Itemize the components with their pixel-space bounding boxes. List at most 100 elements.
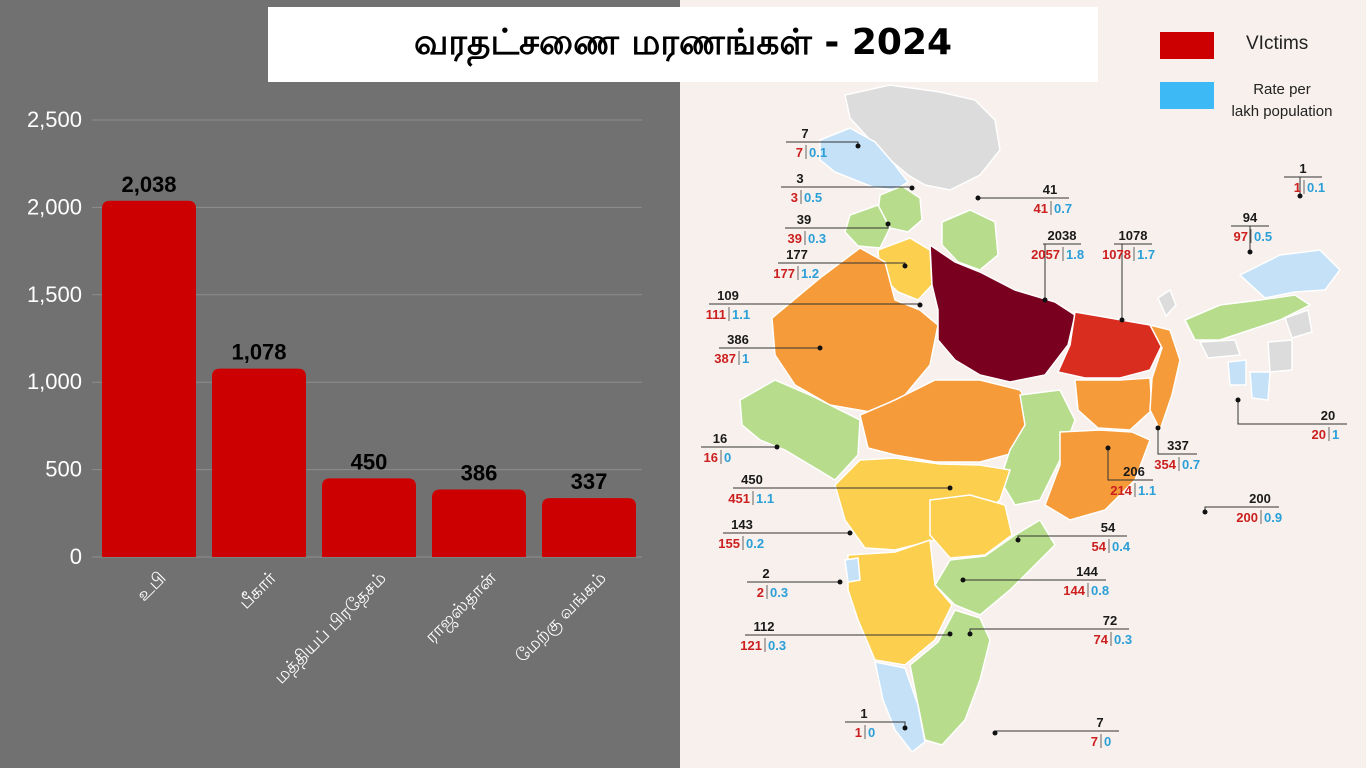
map-label-rate: 0.4 xyxy=(1112,539,1131,554)
map-label-victims: 41 xyxy=(1034,201,1048,216)
map-label-count: 1078 xyxy=(1119,228,1148,243)
leader-dot xyxy=(1015,537,1021,543)
map-label-count: 39 xyxy=(797,212,811,227)
map-label-count: 3 xyxy=(796,171,803,186)
y-tick-label: 1,500 xyxy=(27,282,82,307)
leader-dot xyxy=(1297,193,1303,199)
map-label: 7 7 0 xyxy=(992,715,1119,749)
map-label-victims: 111 xyxy=(706,307,726,322)
leader-dot xyxy=(967,631,973,637)
leader-dot xyxy=(774,444,780,450)
title-box: வரதட்சணை மரணங்கள் - 2024 xyxy=(268,7,1098,82)
map-label-count: 7 xyxy=(1096,715,1103,730)
legend-label-rate: Rate per lakh population xyxy=(1212,79,1352,123)
map-label-count: 41 xyxy=(1043,182,1057,197)
legend-swatch-victims xyxy=(1160,32,1214,59)
x-tick-label: உபி xyxy=(133,568,170,605)
map-label: 16 16 0 xyxy=(701,431,780,465)
map-label-rate: 0.3 xyxy=(1114,632,1132,647)
map-label-rate: 0.7 xyxy=(1054,201,1072,216)
page-title: வரதட்சணை மரணங்கள் - 2024 xyxy=(413,21,953,63)
leader-dot xyxy=(1119,317,1125,323)
map-label: 143 155 0.2 xyxy=(718,517,853,551)
map-label: 22 0.3 xyxy=(747,566,843,600)
map-label-victims: 2 xyxy=(757,585,764,600)
map-label-count: 7 xyxy=(801,126,808,141)
y-tick-label: 0 xyxy=(70,544,82,569)
leader-dot xyxy=(885,221,891,227)
map-region-ap xyxy=(934,518,1056,616)
map-label: 450 451 1.1 xyxy=(728,472,953,506)
map-region-jharkhand xyxy=(1074,377,1153,431)
leader-dot xyxy=(837,579,843,585)
map-label-victims: 1078 xyxy=(1102,247,1131,262)
map-label-rate: 1.1 xyxy=(1138,483,1156,498)
map-label: 144 144 0.8 xyxy=(960,564,1109,598)
map-label-count: 177 xyxy=(786,247,808,262)
map-region-chhattisgarh xyxy=(999,389,1076,506)
map-label-count: 337 xyxy=(1167,438,1189,453)
data-label: 2,038 xyxy=(121,172,176,197)
map-label-victims: 20 xyxy=(1312,427,1326,442)
leader-dot xyxy=(947,485,953,491)
map-label: 94 97 0.5 xyxy=(1231,210,1272,255)
map-label: 77 0.1 xyxy=(786,126,861,160)
map-label-rate: 0 xyxy=(1104,734,1111,749)
bar-chart: 0 500 1,000 1,500 2,000 2,500 2,038 உபி 1,078 பீக… xyxy=(27,107,642,689)
map-label-count: 94 xyxy=(1243,210,1258,225)
x-tick-label: மேற்கு வங்கம் xyxy=(511,568,611,668)
x-tick-label: பீகார் xyxy=(235,567,280,612)
map-label-victims: 39 xyxy=(788,231,802,246)
map-region-gujarat xyxy=(739,379,861,481)
map-label: 337 354 0.7 xyxy=(1154,425,1200,472)
map-label-count: 72 xyxy=(1103,613,1117,628)
map-region-sikkim xyxy=(1157,288,1177,318)
map-label-count: 386 xyxy=(727,332,749,347)
map-label-victims: 16 xyxy=(704,450,718,465)
map-label-count: 144 xyxy=(1076,564,1098,579)
map-region-up xyxy=(929,243,1076,383)
y-tick-label: 500 xyxy=(45,457,82,482)
map-region-odisha xyxy=(1044,429,1151,521)
map-label: 39 39 0.3 xyxy=(785,212,891,246)
map-label-rate: 0.7 xyxy=(1182,457,1200,472)
leader-dot xyxy=(960,577,966,583)
map-region-wb xyxy=(1148,323,1181,432)
map-label-victims: 1 xyxy=(1294,180,1301,195)
map-label-victims: 451 xyxy=(728,491,750,506)
data-label: 450 xyxy=(351,449,388,474)
map-label-rate: 0.3 xyxy=(808,231,826,246)
map-label-rate: 0.3 xyxy=(768,638,786,653)
map-label: 1078 1078 1.7 xyxy=(1102,228,1155,323)
map-region-meghalaya xyxy=(1198,339,1242,359)
map-label: 1 1 0 xyxy=(845,706,908,740)
map-label-victims: 7 xyxy=(796,145,803,160)
leader-dot xyxy=(1105,445,1111,451)
y-tick-label: 1,000 xyxy=(27,369,82,394)
map-label-victims: 7 xyxy=(1091,734,1098,749)
leader-dot xyxy=(992,730,998,736)
legend-label-rate-line1: Rate per xyxy=(1253,81,1311,98)
map-label-victims: 177 xyxy=(773,266,795,281)
legend-label-victims: VIctims xyxy=(1246,33,1309,54)
bar xyxy=(212,368,306,557)
map-region-manipur xyxy=(1267,339,1293,373)
y-tick-label: 2,000 xyxy=(27,194,82,219)
x-tick-label: மத்தியப் பிரதேசம் xyxy=(270,568,391,689)
map-label-victims: 54 xyxy=(1092,539,1107,554)
y-tick-label: 2,500 xyxy=(27,107,82,132)
map-label-victims: 74 xyxy=(1094,632,1109,647)
map-label-rate: 1 xyxy=(742,351,749,366)
map-label-count: 2038 xyxy=(1048,228,1077,243)
map-label-count: 206 xyxy=(1123,464,1145,479)
map-label-count: 1 xyxy=(860,706,867,721)
map-label-rate: 0 xyxy=(724,450,731,465)
leader-dot xyxy=(1247,249,1253,255)
map-label-rate: 1.1 xyxy=(732,307,750,322)
map-label-count: 54 xyxy=(1101,520,1116,535)
map-label-rate: 1.2 xyxy=(801,266,819,281)
map-label-victims: 1 xyxy=(855,725,862,740)
map-label-victims: 3 xyxy=(791,190,798,205)
